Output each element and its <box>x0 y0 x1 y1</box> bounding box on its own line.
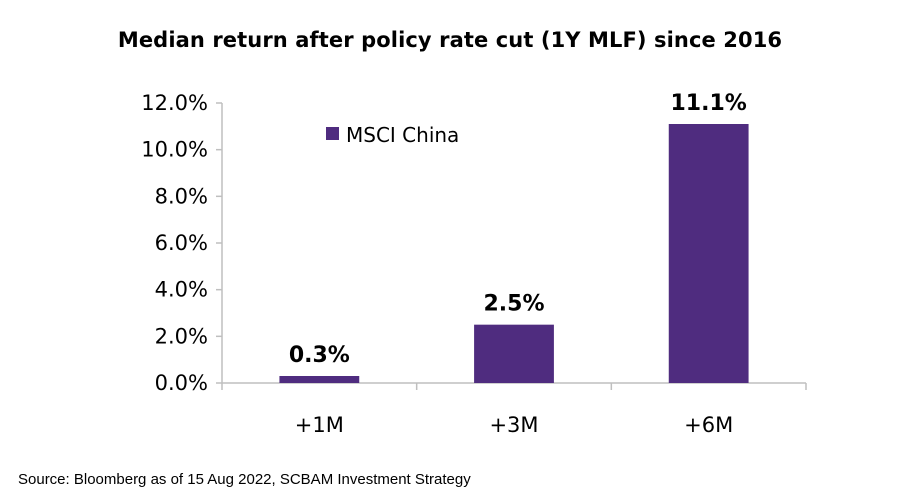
data-label: 2.5% <box>483 292 544 317</box>
y-tick-label: 2.0% <box>155 324 208 348</box>
bar <box>668 124 749 383</box>
y-tick-label: 0.0% <box>155 371 208 395</box>
y-tick-label: 4.0% <box>155 278 208 302</box>
chart-title: Median return after policy rate cut (1Y … <box>117 28 783 52</box>
legend-label-msci-china: MSCI China <box>346 123 459 147</box>
x-tick-label: +3M <box>489 413 538 437</box>
y-tick-label: 10.0% <box>141 138 208 162</box>
data-label: 0.3% <box>289 343 350 368</box>
y-tick-label: 12.0% <box>141 91 208 115</box>
legend: MSCI China <box>326 123 459 147</box>
y-tick-label: 6.0% <box>155 231 208 255</box>
x-axis: +1M +3M +6M <box>221 382 807 437</box>
source-note: Source: Bloomberg as of 15 Aug 2022, SCB… <box>18 471 471 488</box>
x-tick-label: +1M <box>295 413 344 437</box>
y-tick-label: 8.0% <box>155 184 208 208</box>
bar <box>279 376 360 383</box>
bars <box>279 124 749 383</box>
legend-swatch <box>326 127 339 140</box>
data-label: 11.1% <box>671 91 747 116</box>
data-labels: 0.3% 2.5% 11.1% <box>289 91 747 368</box>
bar <box>474 324 554 383</box>
x-tick-label: +6M <box>684 413 733 437</box>
y-axis: 0.0% 2.0% 4.0% 6.0% 8.0% 10.0% 12.0% <box>141 91 223 395</box>
